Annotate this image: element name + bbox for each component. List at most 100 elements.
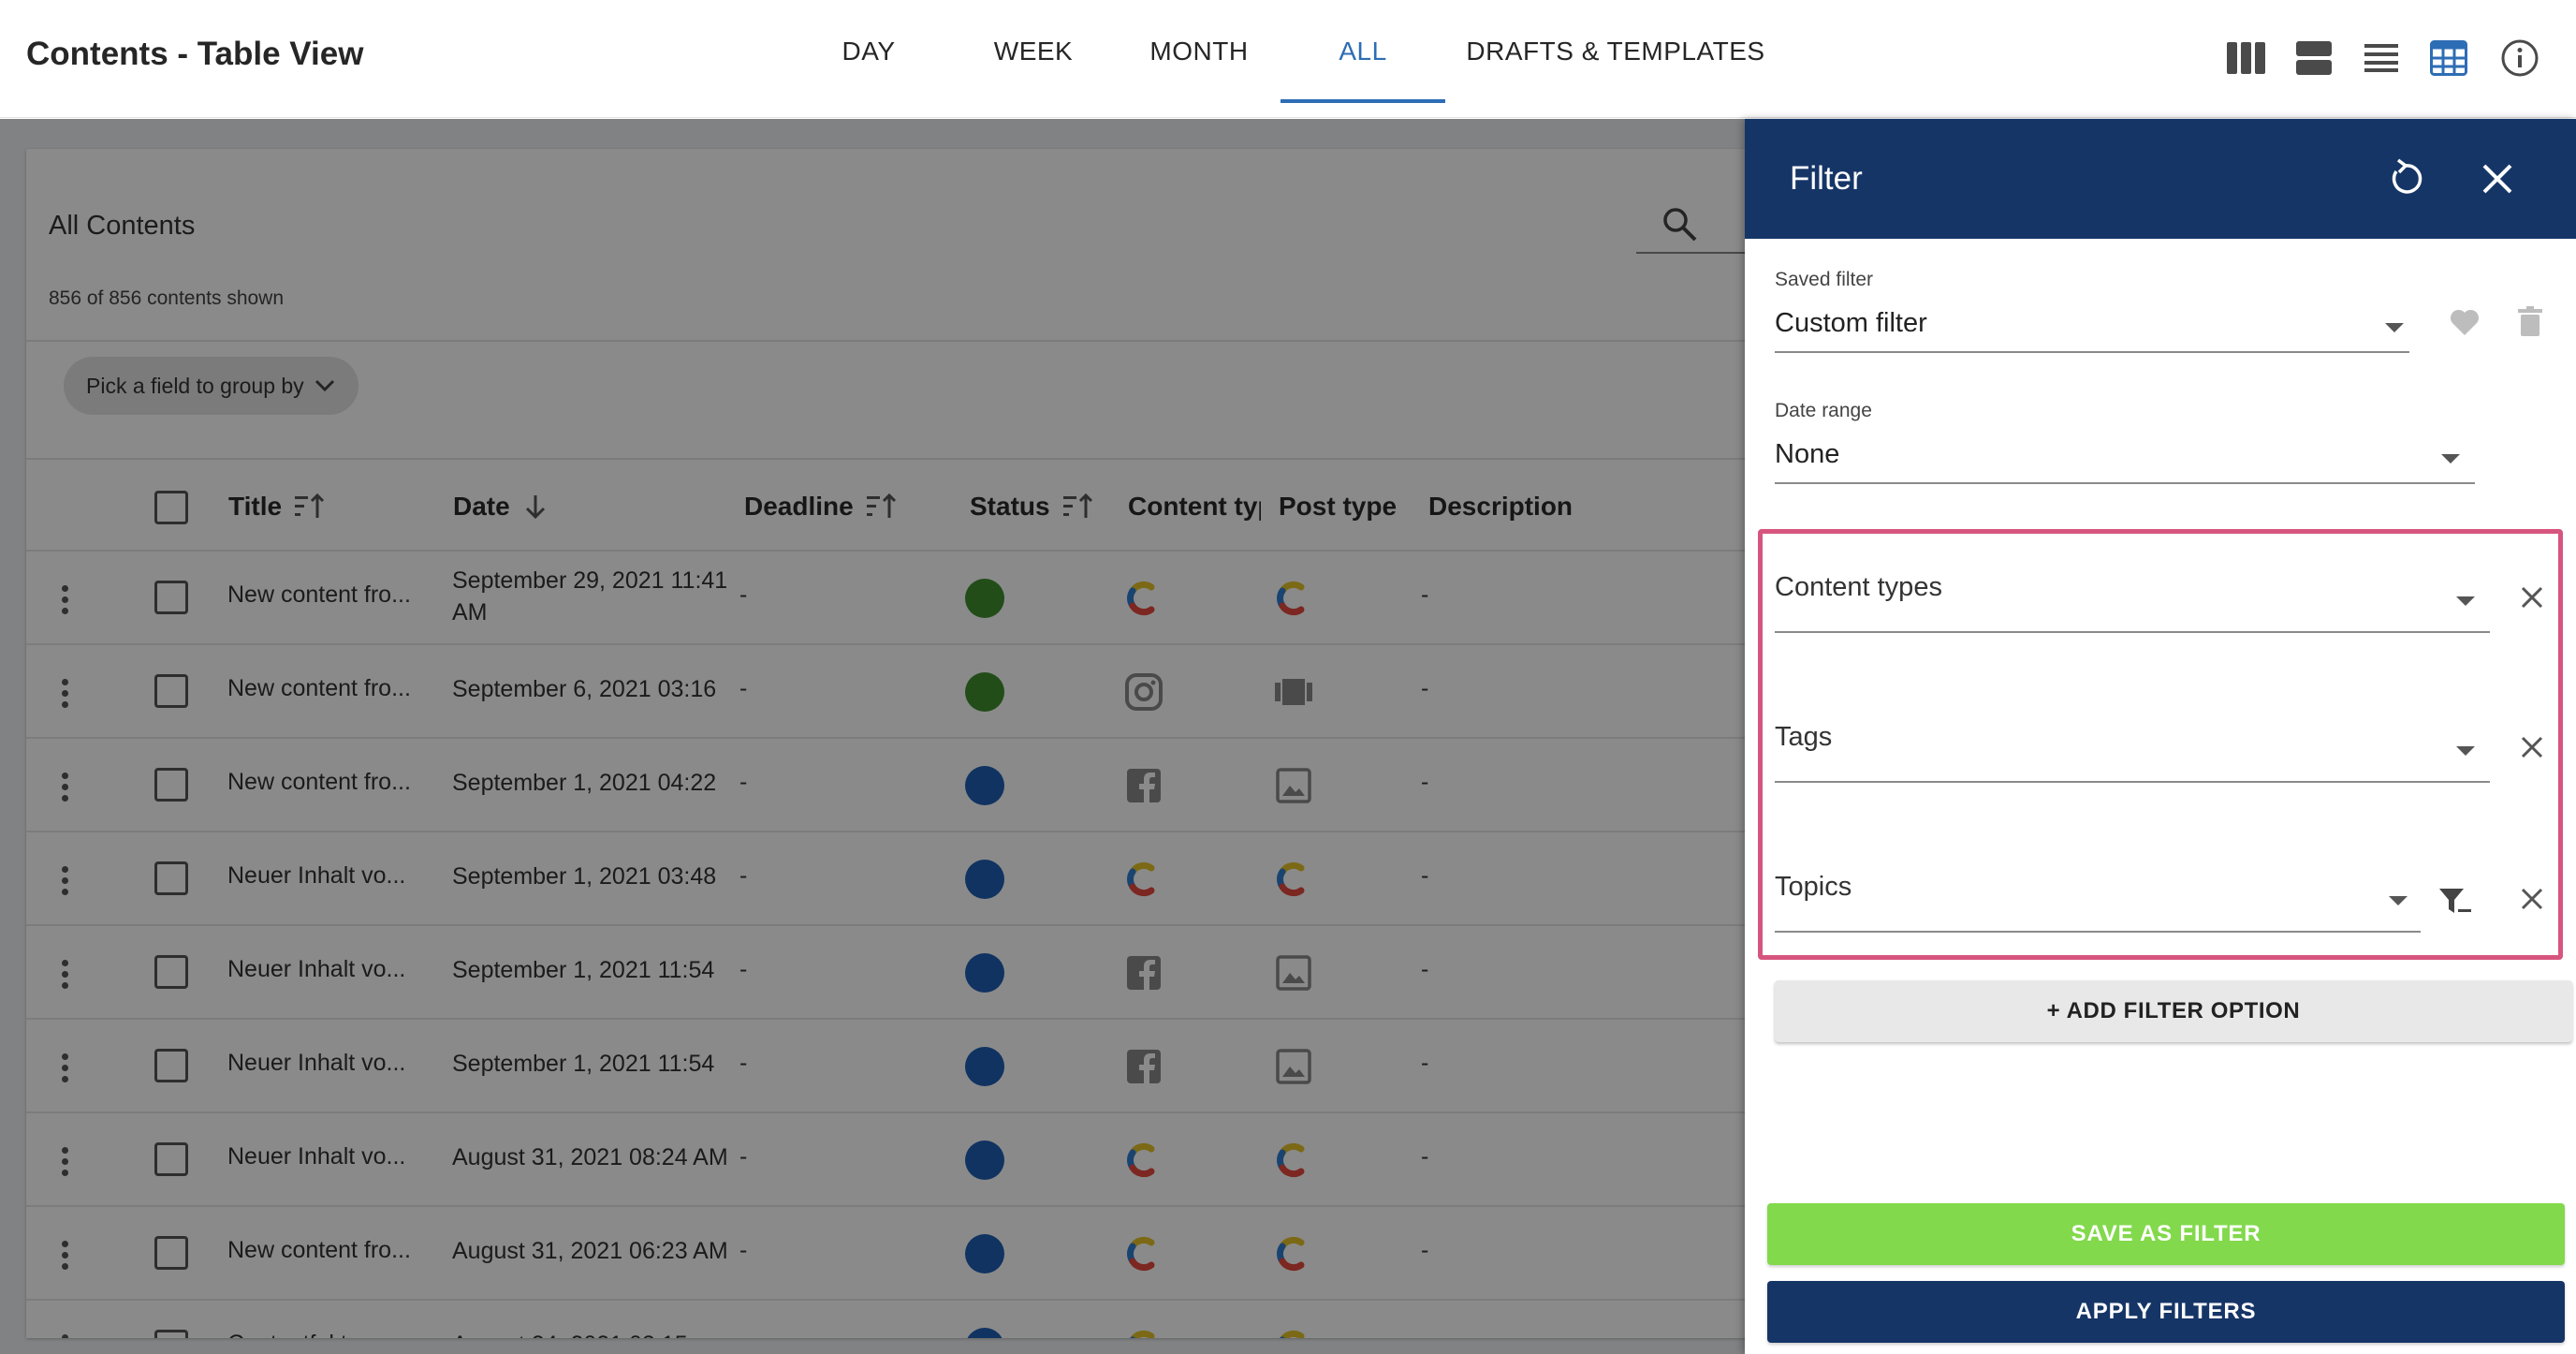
row-status-indicator	[965, 1141, 1004, 1180]
filter-funnel-icon[interactable]	[2439, 887, 2473, 921]
instagram-icon	[1123, 671, 1164, 713]
save-as-filter-button[interactable]: SAVE AS FILTER	[1767, 1203, 2565, 1265]
table-row[interactable]: Neuer Inhalt vo... September 1, 2021 11:5…	[26, 924, 2554, 1018]
chevron-down-icon	[315, 379, 334, 392]
row-menu-icon[interactable]	[62, 1241, 69, 1274]
divider	[26, 458, 2554, 460]
dropdown-caret-icon	[2441, 454, 2460, 464]
close-icon[interactable]	[2477, 158, 2518, 199]
row-checkbox[interactable]	[154, 768, 188, 802]
search-icon[interactable]	[1661, 205, 1698, 247]
table-row[interactable]: Contentful temp...August 24, 2021 03:15 …	[26, 1299, 2554, 1338]
row-checkbox[interactable]	[154, 1236, 188, 1270]
column-header-description[interactable]: Description	[1428, 492, 1573, 521]
row-status-indicator	[965, 672, 1004, 712]
row-checkbox[interactable]	[154, 1142, 188, 1176]
row-checkbox[interactable]	[154, 1049, 188, 1082]
row-status-indicator	[965, 953, 1004, 993]
table-row[interactable]: Neuer Inhalt vo... September 1, 2021 11:5…	[26, 1018, 2554, 1111]
columns-view-icon[interactable]	[2226, 37, 2267, 79]
table-row[interactable]: New content fro... August 31, 2021 06:23 …	[26, 1205, 2554, 1299]
row-checkbox[interactable]	[154, 674, 188, 708]
row-description: -	[1421, 862, 1429, 889]
tab-month[interactable]: MONTH	[1149, 37, 1249, 66]
favorite-heart-icon[interactable]	[2449, 308, 2481, 341]
list-view-icon[interactable]	[2361, 37, 2402, 79]
row-menu-icon[interactable]	[62, 585, 69, 619]
info-icon[interactable]	[2499, 37, 2540, 79]
add-filter-option-button[interactable]: + ADD FILTER OPTION	[1775, 980, 2572, 1042]
dropdown-caret-icon	[2456, 596, 2475, 606]
date-range-select[interactable]: None	[1775, 439, 1840, 469]
dropdown-caret-icon	[2456, 746, 2475, 756]
modal-backdrop[interactable]	[0, 119, 1745, 1354]
row-menu-icon[interactable]	[62, 1334, 69, 1338]
column-header-content-type[interactable]: Content typ	[1128, 492, 1261, 521]
tab-day[interactable]: DAY	[842, 37, 896, 66]
row-checkbox[interactable]	[154, 955, 188, 989]
saved-filter-select[interactable]: Custom filter	[1775, 308, 1927, 338]
row-menu-icon[interactable]	[62, 1147, 69, 1181]
table-view-icon[interactable]	[2428, 37, 2469, 79]
contentful-icon	[1273, 1233, 1314, 1274]
page-title: Contents - Table View	[26, 36, 364, 72]
column-header-deadline[interactable]: Deadline	[744, 492, 899, 522]
contentful-icon	[1273, 1327, 1314, 1338]
table-row[interactable]: New content fro... September 1, 2021 04:2…	[26, 737, 2554, 831]
row-status-indicator	[965, 860, 1004, 899]
row-menu-icon[interactable]	[62, 679, 69, 713]
image-icon	[1273, 1046, 1314, 1087]
tab-all[interactable]: ALL	[1339, 37, 1387, 66]
column-header-post-type[interactable]: Post type	[1279, 492, 1398, 521]
row-status-indicator	[965, 1328, 1004, 1338]
sort-icon	[1062, 493, 1092, 518]
row-date: August 31, 2021 06:23 AM	[452, 1238, 728, 1264]
row-menu-icon[interactable]	[62, 1053, 69, 1087]
filter-drawer: Filter Saved filter Custom filter Date r…	[1745, 119, 2576, 1354]
content-types-select[interactable]: Content types	[1775, 572, 1942, 602]
select-all-checkbox[interactable]	[154, 491, 188, 524]
row-date: August 31, 2021 08:24 AM	[452, 1144, 728, 1170]
topics-select[interactable]: Topics	[1775, 872, 1852, 902]
row-date: September 1, 2021 11:54 AM	[452, 957, 715, 983]
contentful-icon	[1273, 578, 1314, 619]
arrow-down-icon	[525, 495, 545, 520]
row-menu-icon[interactable]	[62, 773, 69, 806]
sort-icon	[866, 493, 896, 518]
column-header-title[interactable]: Title	[228, 492, 327, 522]
delete-trash-icon[interactable]	[2518, 306, 2542, 341]
remove-tags-icon[interactable]	[2518, 733, 2546, 761]
column-header-status[interactable]: Status	[970, 492, 1095, 522]
contentful-icon	[1123, 1327, 1164, 1338]
row-checkbox[interactable]	[154, 861, 188, 895]
tab-week[interactable]: WEEK	[993, 37, 1074, 66]
tags-select[interactable]: Tags	[1775, 722, 1833, 752]
group-by-label: Pick a field to group by	[86, 373, 304, 398]
remove-topics-icon[interactable]	[2518, 885, 2546, 913]
card-view-icon[interactable]	[2293, 37, 2334, 79]
table-row[interactable]: Neuer Inhalt vo... August 31, 2021 08:24 …	[26, 1111, 2554, 1205]
group-by-chip[interactable]: Pick a field to group by	[64, 357, 359, 415]
row-checkbox[interactable]	[154, 581, 188, 614]
row-menu-icon[interactable]	[62, 866, 69, 900]
contentful-icon	[1123, 578, 1164, 619]
facebook-icon	[1123, 765, 1164, 806]
filter-title: Filter	[1790, 160, 1863, 197]
facebook-icon	[1123, 1046, 1164, 1087]
row-description: -	[1421, 1331, 1428, 1338]
row-menu-icon[interactable]	[62, 960, 69, 993]
row-description: -	[1421, 675, 1429, 701]
row-checkbox[interactable]	[154, 1330, 188, 1338]
table-row[interactable]: New content fro... September 29, 2021 11:…	[26, 550, 2554, 643]
contentful-icon	[1123, 1233, 1164, 1274]
table-row[interactable]: New content fro... September 6, 2021 03:1…	[26, 643, 2554, 737]
date-range-label: Date range	[1775, 400, 1872, 421]
table-row[interactable]: Neuer Inhalt vo... September 1, 2021 03:4…	[26, 831, 2554, 924]
column-header-date[interactable]: Date	[453, 492, 548, 522]
row-deadline: -	[739, 769, 748, 795]
reset-icon[interactable]	[2385, 158, 2426, 199]
remove-content-types-icon[interactable]	[2518, 583, 2546, 611]
apply-filters-button[interactable]: APPLY FILTERS	[1767, 1281, 2565, 1343]
tab-drafts-templates[interactable]: DRAFTS & TEMPLATES	[1466, 37, 1765, 66]
row-description: -	[1421, 769, 1429, 795]
